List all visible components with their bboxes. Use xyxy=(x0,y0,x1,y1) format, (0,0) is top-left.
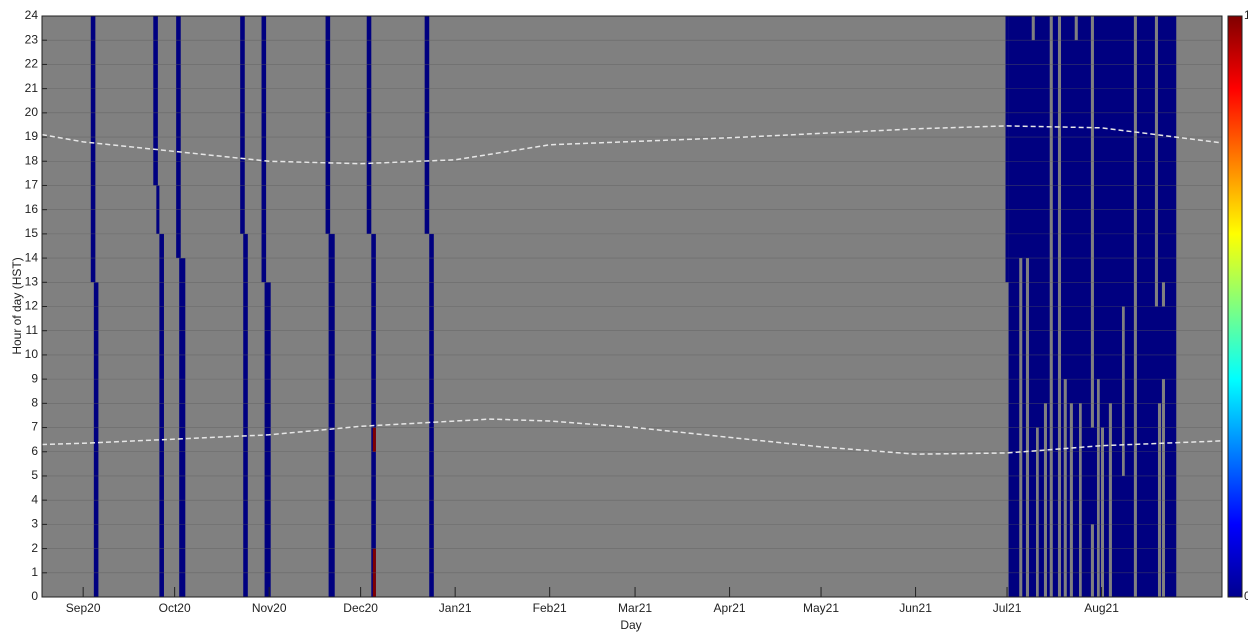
y-tick-label: 10 xyxy=(25,347,39,361)
cell xyxy=(429,233,434,597)
y-tick-label: 6 xyxy=(31,444,38,458)
colorbar-tick-label: 0 xyxy=(1244,589,1248,603)
x-tick-label: May21 xyxy=(803,601,839,615)
x-tick-label: Aug21 xyxy=(1084,601,1119,615)
x-tick-label: Mar21 xyxy=(618,601,652,615)
cell xyxy=(240,16,245,234)
x-tick-label: Jul21 xyxy=(993,601,1022,615)
cell xyxy=(264,282,271,597)
y-tick-label: 24 xyxy=(25,8,39,22)
plot-frame xyxy=(41,15,1223,598)
y-tick-label: 23 xyxy=(25,32,39,46)
y-tick-label: 19 xyxy=(25,129,39,143)
x-tick-label: Apr21 xyxy=(714,601,746,615)
y-tick-label: 2 xyxy=(31,541,38,555)
y-tick-label: 0 xyxy=(31,589,38,603)
cell xyxy=(366,16,372,234)
y-tick-label: 20 xyxy=(25,105,39,119)
colorbar xyxy=(1227,15,1243,598)
y-tick-label: 15 xyxy=(25,226,39,240)
y-tick-label: 9 xyxy=(31,371,38,385)
y-tick-label: 1 xyxy=(31,565,38,579)
cell xyxy=(1121,306,1125,476)
cell xyxy=(1090,16,1094,428)
y-tick-label: 13 xyxy=(25,274,39,288)
cell xyxy=(93,282,99,597)
y-tick-label: 5 xyxy=(31,468,38,482)
colorbar-tick-label: 1 xyxy=(1244,8,1248,22)
y-tick-label: 18 xyxy=(25,153,39,167)
cell xyxy=(1074,16,1078,41)
x-tick-label: Feb21 xyxy=(533,601,567,615)
cell xyxy=(1031,16,1035,41)
cell xyxy=(1090,524,1094,597)
y-tick-label: 4 xyxy=(31,492,38,506)
x-tick-label: Oct20 xyxy=(159,601,191,615)
cell xyxy=(328,233,335,597)
x-tick-label: Jan21 xyxy=(439,601,472,615)
cell xyxy=(1096,379,1100,597)
y-tick-label: 17 xyxy=(25,178,39,192)
cell xyxy=(1161,282,1165,307)
cell xyxy=(371,233,376,597)
x-tick-label: Nov20 xyxy=(252,601,287,615)
y-tick-label: 3 xyxy=(31,517,38,531)
x-axis-label: Day xyxy=(620,618,641,632)
y-tick-label: 22 xyxy=(25,57,39,71)
cell xyxy=(1161,379,1165,597)
cell xyxy=(153,16,158,186)
cell xyxy=(325,16,331,234)
cell xyxy=(1005,16,1009,283)
cell xyxy=(1100,427,1104,597)
y-tick-label: 16 xyxy=(25,202,39,216)
y-axis-label: Hour of day (HST) xyxy=(10,257,24,354)
x-tick-label: Dec20 xyxy=(343,601,378,615)
cell xyxy=(243,233,248,597)
y-tick-label: 8 xyxy=(31,396,38,410)
x-tick-label: Sep20 xyxy=(66,601,101,615)
sun-line xyxy=(41,418,1223,455)
cell xyxy=(1036,427,1039,597)
y-tick-label: 7 xyxy=(31,420,38,434)
y-tick-label: 11 xyxy=(26,323,39,337)
cell xyxy=(372,427,376,452)
y-tick-label: 14 xyxy=(25,250,39,264)
cell xyxy=(261,16,267,283)
cell xyxy=(159,233,164,597)
x-tick-label: Jun21 xyxy=(899,601,932,615)
cell xyxy=(90,16,96,283)
y-tick-label: 12 xyxy=(25,299,39,313)
cell xyxy=(1063,379,1067,597)
y-tick-label: 21 xyxy=(25,81,39,95)
cell xyxy=(424,16,430,234)
